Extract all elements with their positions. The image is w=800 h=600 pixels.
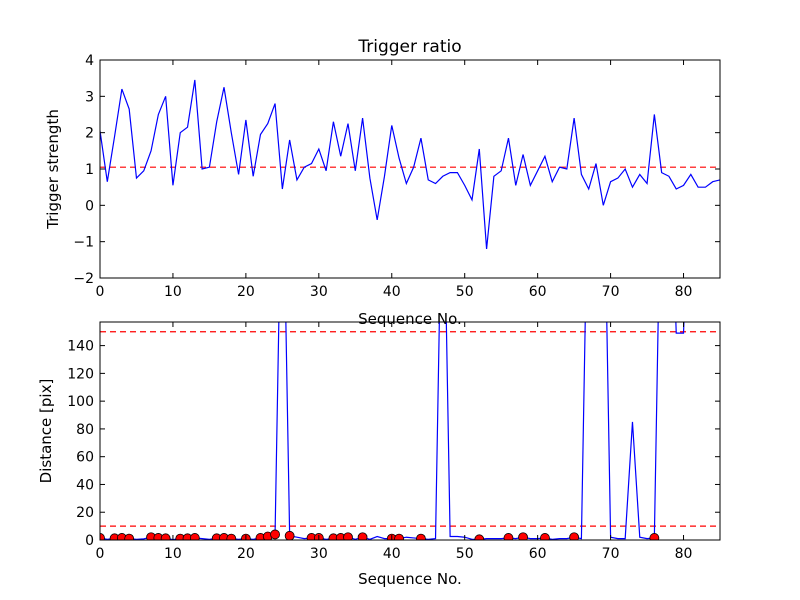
trigger-ratio-chart: Trigger ratio 0 10 20 30 40 50 60 70 80 −2 −1 0 1 2 3 4… bbox=[44, 37, 721, 328]
distance-xtick-label: 10 bbox=[164, 546, 182, 562]
trigger-xtick-label: 40 bbox=[383, 284, 401, 300]
distance-xtick-label: 80 bbox=[675, 546, 693, 562]
trigger-ticks: 0 10 20 30 40 50 60 70 80 −2 −1 0 1 2 3 4 bbox=[73, 53, 720, 300]
trigger-ytick-label: 0 bbox=[85, 198, 94, 214]
x-axis-label: Sequence No. bbox=[358, 570, 462, 588]
trigger-xtick-label: 0 bbox=[96, 284, 105, 300]
trigger-xtick-label: 30 bbox=[310, 284, 328, 300]
distance-xtick-label: 70 bbox=[602, 546, 620, 562]
distance-marker bbox=[416, 533, 426, 540]
trigger-xtick-label: 50 bbox=[456, 284, 474, 300]
trigger-xtick-label: 20 bbox=[237, 284, 255, 300]
distance-xtick-label: 0 bbox=[96, 546, 105, 562]
chart-title: Trigger ratio bbox=[357, 37, 461, 57]
distance-marker bbox=[503, 533, 514, 540]
distance-ytick-label: 0 bbox=[85, 533, 94, 549]
trigger-xtick-label: 70 bbox=[602, 284, 620, 300]
trigger-ytick-label: −2 bbox=[73, 271, 94, 287]
trigger-ytick-label: 4 bbox=[85, 53, 94, 69]
distance-chart: 0 10 20 30 40 50 60 70 80 0 20 40 60 80 100 120 140 Sequ… bbox=[37, 321, 721, 588]
distance-marker bbox=[474, 534, 485, 540]
distance-series bbox=[100, 322, 685, 540]
trigger-xtick-label: 10 bbox=[164, 284, 182, 300]
distance-ytick-label: 80 bbox=[76, 422, 94, 438]
distance-ytick-label: 60 bbox=[76, 450, 94, 466]
distance-marker bbox=[649, 533, 660, 540]
distance-marker bbox=[518, 532, 528, 540]
distance-plot-area bbox=[100, 322, 720, 540]
trigger-xtick-label: 60 bbox=[529, 284, 547, 300]
trigger-ytick-label: 1 bbox=[85, 162, 94, 178]
trigger-ytick-label: −1 bbox=[73, 235, 94, 251]
trigger-plot-area bbox=[100, 79, 720, 249]
distance-ytick-label: 120 bbox=[67, 366, 94, 382]
distance-axes-frame bbox=[99, 321, 721, 541]
trigger-strength-series bbox=[100, 79, 720, 249]
distance-ytick-label: 100 bbox=[67, 394, 94, 410]
x-axis-label: Sequence No. bbox=[358, 310, 462, 328]
distance-xtick-label: 40 bbox=[383, 546, 401, 562]
distance-xtick-label: 60 bbox=[529, 546, 547, 562]
distance-marker bbox=[160, 533, 171, 540]
distance-xtick-label: 50 bbox=[456, 546, 474, 562]
distance-marker bbox=[100, 533, 105, 540]
trigger-xtick-label: 80 bbox=[675, 284, 693, 300]
y-axis-label: Distance [pix] bbox=[37, 379, 55, 484]
distance-marker bbox=[394, 533, 404, 540]
distance-marker bbox=[540, 533, 550, 540]
trigger-ytick-label: 2 bbox=[85, 126, 94, 142]
distance-marker bbox=[284, 530, 295, 540]
distance-ytick-label: 40 bbox=[76, 477, 94, 493]
distance-marker bbox=[357, 532, 368, 540]
y-axis-label: Trigger strength bbox=[44, 109, 62, 230]
distance-marker bbox=[270, 529, 280, 540]
distance-marker bbox=[569, 532, 580, 540]
distance-xtick-label: 20 bbox=[237, 546, 255, 562]
distance-ticks: 0 10 20 30 40 50 60 70 80 0 20 40 60 80 100 120 140 bbox=[67, 322, 720, 562]
distance-marker bbox=[343, 532, 353, 540]
distance-marker bbox=[124, 533, 135, 540]
distance-ytick-label: 140 bbox=[67, 339, 94, 355]
distance-ytick-label: 20 bbox=[76, 505, 94, 521]
trigger-ytick-label: 3 bbox=[85, 89, 94, 105]
distance-xtick-label: 30 bbox=[310, 546, 328, 562]
distance-marker bbox=[189, 533, 200, 540]
distance-marker bbox=[226, 533, 237, 540]
